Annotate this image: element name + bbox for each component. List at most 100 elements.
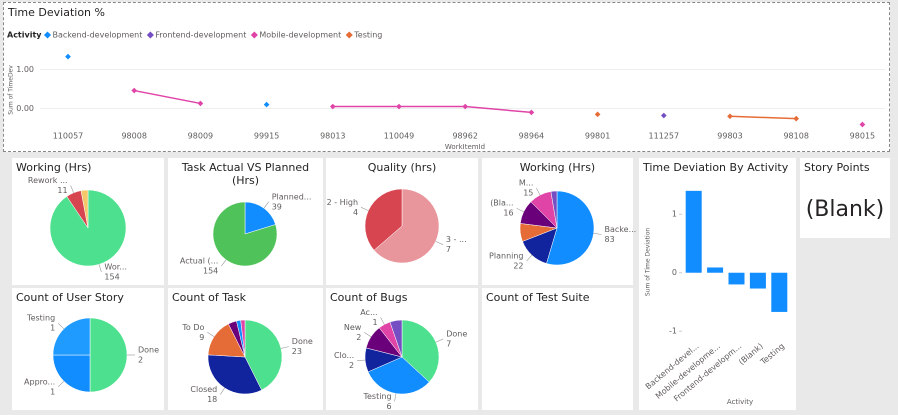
leader-line [360,207,369,211]
pie-slice [389,319,403,358]
leader-line [70,185,74,193]
slice-value: 2 [138,356,143,365]
visual-title: Count of Task [172,291,247,304]
x-tick-label: Testing [758,342,786,368]
leader-line [435,241,444,245]
visual-title: Story Points [804,161,870,174]
visual-panel: Count of Test Suite [482,288,633,410]
legend-marker [146,31,154,39]
legend-marker [345,31,353,39]
slice-label: Appro... [24,377,55,386]
data-point [462,103,469,110]
bar [728,272,745,285]
legend-marker [43,31,52,39]
visual-title: Quality (hrs) [367,161,437,174]
leader-line [57,380,65,388]
pie-slice [550,190,558,229]
pie-slice [212,201,278,267]
visual-title: Working (Hrs) [519,161,596,174]
bar [771,272,788,312]
visual-title: Count of Test Suite [486,291,590,304]
x-tick-label: 98008 [121,132,146,141]
slice-label: Planned... [272,192,312,201]
leader-line [516,207,524,213]
slice-value: 83 [605,235,615,244]
slice-value: 1 [50,324,55,333]
slice-label: Clo... [334,351,354,360]
x-tick-label: 99801 [585,132,610,141]
x-tick-label: 110057 [53,132,84,141]
leader-line [394,393,397,402]
slice-value: 1 [372,318,377,327]
visual-title: Working (Hrs) [16,161,92,174]
slice-value: 22 [513,262,523,271]
pie-slice [401,319,440,383]
slice-value: 7 [446,339,451,348]
slice-label: Done [446,329,467,338]
y-tick-label: 0.00 [16,104,34,113]
slice-value: 9 [199,333,204,342]
leader-line [380,317,385,325]
legend-label: Backend-development [53,31,143,40]
data-point [197,100,204,107]
bar [685,190,702,273]
x-tick-label: 111257 [649,132,680,141]
x-tick-label: 99803 [717,132,742,141]
x-tick-label: 98009 [188,132,213,141]
slice-value: 16 [503,209,513,218]
data-point [329,103,336,110]
slice-value: 15 [523,188,533,197]
legend-label: Mobile-development [259,31,341,40]
y-tick-label: -1 [669,327,677,336]
visual-title: Time Deviation % [8,6,105,19]
legend-marker [250,31,258,39]
card-value: (Blank) [806,197,885,222]
slice-value: 1 [50,387,55,396]
slice-value: 154 [104,273,119,282]
slice-label: Rework ... [28,176,68,185]
slice-value: 154 [203,267,218,276]
leader-line [57,322,65,330]
visual-panel: Quality (hrs) [326,158,478,285]
visual-title: Time Deviation By Activity [643,161,789,174]
x-tick-label: 98964 [519,132,544,141]
series-line [134,91,862,125]
leader-line [357,359,366,362]
legend-title: Activity [7,31,42,40]
data-point [594,111,601,118]
leader-line [221,259,227,267]
legend-label: Frontend-development [155,31,246,40]
x-tick-label: 98108 [783,132,808,141]
leader-line [364,332,372,338]
x-tick-label: 98015 [850,132,875,141]
leader-line [593,233,602,235]
slice-value: 2 [356,333,361,342]
slice-label: Planning [489,252,523,261]
slice-label: M... [519,178,534,187]
x-tick-label: 98962 [452,132,477,141]
y-axis-title: Sum of Time Deviation [645,228,652,297]
leader-line [280,346,289,349]
slice-label: New [344,323,362,332]
data-point [859,121,866,128]
leader-line [536,187,541,196]
pie-slice [367,356,430,395]
x-tick-label: 99915 [254,132,279,141]
data-point [131,87,138,94]
visual-panel: Time Deviation By Activity [639,158,796,410]
visual-title: Count of Bugs [330,291,408,304]
pie-slice [80,189,89,229]
slice-label: 2 - High [327,198,358,207]
data-point [396,103,402,110]
slice-label: Done [292,337,313,346]
pie-slice [364,188,403,251]
visual-title: Task Actual VS Planned (Hrs) [181,161,310,187]
slice-value: 4 [353,208,358,217]
slice-value: 23 [292,347,302,356]
data-point [65,53,71,60]
bar [749,272,766,289]
data-point [528,109,535,116]
leader-line [98,264,102,273]
leader-line [435,338,444,343]
slice-label: Closed [190,385,217,394]
